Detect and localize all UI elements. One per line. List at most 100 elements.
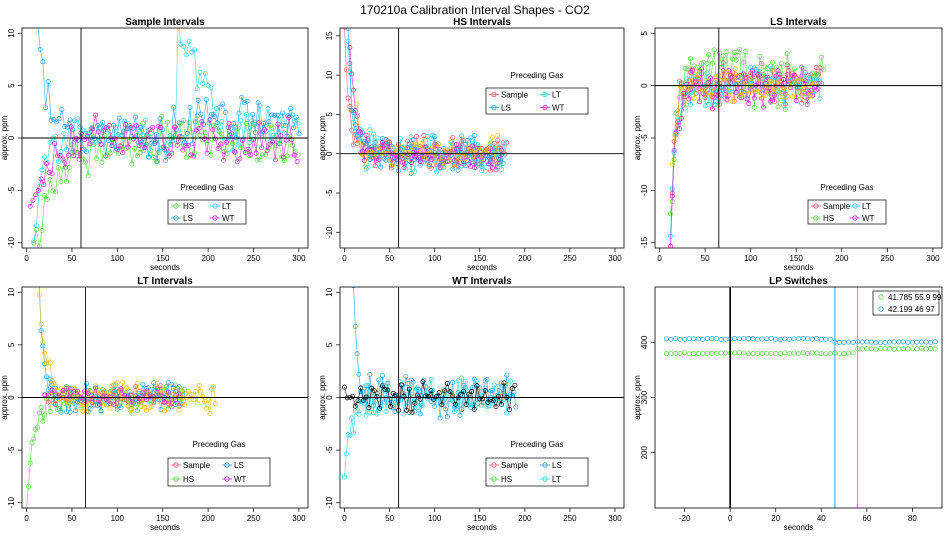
data-point: [914, 339, 920, 345]
data-point: [100, 119, 106, 125]
data-point: [501, 380, 507, 386]
data-point: [390, 390, 396, 396]
data-point: [427, 150, 433, 156]
data-point: [868, 346, 874, 352]
y-tick-label: -10: [640, 184, 649, 196]
data-point: [151, 400, 157, 406]
data-point: [846, 350, 852, 356]
data-point: [709, 60, 715, 66]
data-point: [209, 111, 215, 117]
data-point: [735, 77, 741, 83]
data-point: [257, 157, 263, 163]
panel-lp: LP Switches -20 0 20 40 60 80 200 300 400 seconds a…: [633, 276, 943, 532]
data-point: [134, 153, 140, 159]
data-point: [37, 46, 43, 52]
data-point: [296, 131, 302, 137]
data-point: [700, 350, 706, 356]
data-point: [107, 401, 113, 407]
data-point: [358, 130, 364, 136]
legend-swatch: [542, 91, 548, 98]
data-point: [100, 402, 106, 408]
data-point: [73, 408, 79, 414]
data-point: [476, 145, 482, 151]
data-point: [412, 157, 418, 163]
data-point: [697, 99, 703, 105]
data-point: [47, 409, 53, 414]
y-tick-label: 5: [7, 342, 16, 347]
data-point: [746, 101, 752, 106]
data-point: [354, 141, 360, 147]
data-point: [183, 52, 189, 58]
data-point: [441, 164, 447, 170]
data-point: [114, 404, 120, 410]
data-point: [509, 386, 515, 391]
data-point: [841, 340, 847, 345]
data-point: [45, 79, 51, 84]
data-point: [773, 336, 779, 342]
data-point: [709, 336, 715, 342]
data-point: [684, 76, 690, 82]
data-point: [58, 409, 64, 415]
data-point: [143, 407, 149, 413]
data-point: [242, 150, 248, 155]
data-point: [347, 45, 353, 50]
data-point: [47, 360, 53, 366]
data-point: [891, 339, 897, 345]
legend-swatch: [813, 215, 819, 221]
data-point: [810, 93, 816, 99]
data-point: [104, 127, 110, 133]
x-tick-label: 250: [247, 514, 261, 523]
data-point: [699, 87, 705, 93]
data-point: [93, 112, 98, 118]
data-point: [385, 387, 391, 393]
data-point: [356, 411, 362, 417]
y-tick-label: 200: [640, 446, 649, 460]
data-point: [434, 394, 439, 399]
data-point: [151, 380, 157, 386]
panel-hs: HS Intervals 0 50 100 150 200 250 300 -10 -5 0 5 10 1…: [318, 17, 625, 272]
data-point: [241, 100, 247, 106]
data-point: [98, 408, 104, 413]
data-point: [764, 336, 770, 342]
data-point: [443, 406, 448, 412]
data-point: [347, 61, 353, 66]
data-point: [374, 394, 380, 400]
data-point: [150, 124, 156, 130]
data-point: [347, 433, 353, 439]
data-point: [827, 351, 833, 357]
data-point: [74, 116, 80, 122]
data-point: [850, 339, 856, 345]
data-point: [677, 126, 683, 132]
x-axis-label: seconds: [467, 263, 497, 272]
data-point: [272, 157, 278, 163]
legend-label: HS: [183, 475, 194, 484]
x-tick-label: 50: [67, 254, 76, 263]
data-point: [704, 350, 710, 356]
data-point: [887, 339, 893, 345]
data-point: [134, 408, 140, 414]
data-point: [365, 164, 371, 170]
data-point: [200, 393, 206, 399]
data-point: [286, 115, 292, 120]
data-point: [740, 59, 746, 65]
data-point: [55, 165, 61, 171]
data-point: [367, 127, 373, 133]
data-point: [462, 156, 468, 162]
legend: Preceding Gas Sample LT LS WT: [485, 71, 589, 115]
data-point: [376, 145, 382, 151]
x-tick-label: 100: [111, 514, 125, 523]
data-point: [349, 71, 355, 77]
data-point: [791, 336, 797, 342]
legend: Preceding Gas Sample LS HS LT: [485, 440, 589, 487]
data-point: [485, 399, 491, 405]
data-point: [392, 145, 398, 151]
data-point: [782, 107, 788, 113]
panel-title: LP Switches: [769, 276, 828, 287]
data-point: [923, 346, 929, 352]
data-point: [67, 385, 73, 391]
data-point: [393, 392, 399, 398]
data-point: [192, 47, 197, 53]
y-axis-label: approx. ppm: [0, 375, 9, 420]
y-tick-label: -10: [325, 226, 334, 238]
data-point: [261, 127, 267, 132]
